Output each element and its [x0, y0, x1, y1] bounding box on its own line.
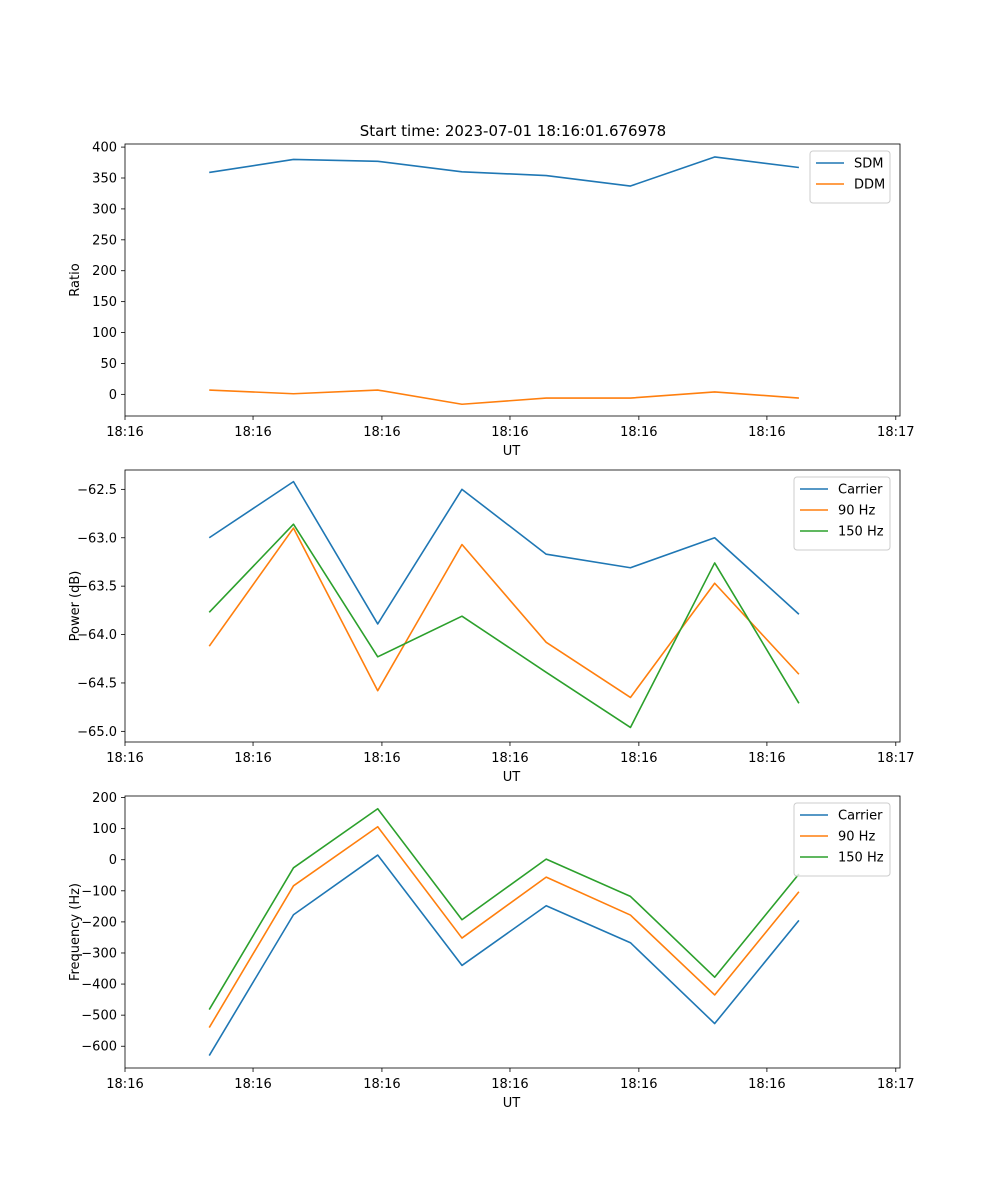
y-tick-label: −63.5 — [77, 580, 117, 595]
x-axis-label: UT — [503, 444, 521, 459]
x-tick-label: 18:16 — [363, 425, 400, 440]
x-tick-label: 18:16 — [748, 425, 785, 440]
series-line-150-hz — [208, 523, 800, 729]
y-tick-label: 200 — [92, 264, 117, 279]
x-tick-label: 18:16 — [748, 1077, 785, 1092]
y-axis-label: Power (dB) — [68, 571, 83, 642]
y-tick-label: 100 — [92, 326, 117, 341]
figure-title: Start time: 2023-07-01 18:16:01.676978 — [360, 122, 666, 140]
x-tick-label: 18:16 — [106, 751, 143, 766]
y-tick-label: −65.0 — [77, 725, 117, 740]
y-tick-label: 0 — [109, 388, 117, 403]
panels: 0 50 100 150 200 250 300 350 400 18:16 18:16 18:16 1… — [68, 141, 915, 1111]
y-tick-label: −62.5 — [77, 483, 117, 498]
x-tick-label: 18:16 — [620, 751, 657, 766]
axes-frame — [124, 795, 901, 1069]
x-tick-label: 18:16 — [620, 425, 657, 440]
x-tick-label: 18:16 — [363, 1077, 400, 1092]
series-line-90-hz — [208, 527, 800, 699]
x-tick-label: 18:16 — [234, 751, 271, 766]
x-tick-label: 18:16 — [491, 1077, 528, 1092]
y-tick-label: 50 — [100, 357, 117, 372]
y-tick-label: −64.0 — [77, 628, 117, 643]
y-tick-label: 250 — [92, 233, 117, 248]
legend-label: 150 Hz — [838, 851, 884, 866]
x-tick-label: 18:17 — [877, 425, 914, 440]
y-tick-label: 350 — [92, 172, 117, 187]
legend-label: SDM — [854, 157, 883, 172]
x-tick-label: 18:17 — [877, 1077, 914, 1092]
x-tick-label: 18:16 — [620, 1077, 657, 1092]
y-tick-label: −500 — [81, 1009, 117, 1024]
x-tick-label: 18:16 — [748, 751, 785, 766]
y-tick-label: −400 — [81, 978, 117, 993]
series-line-carrier — [208, 480, 800, 625]
x-tick-label: 18:16 — [106, 425, 143, 440]
y-axis-label: Ratio — [68, 263, 83, 296]
series-line-carrier — [208, 854, 800, 1056]
y-tick-label: −600 — [81, 1040, 117, 1055]
panel-1: 0 50 100 150 200 250 300 350 400 18:16 18:16 18:16 1… — [68, 141, 915, 459]
x-axis-label: UT — [503, 1096, 521, 1111]
x-tick-label: 18:16 — [106, 1077, 143, 1092]
x-tick-label: 18:16 — [491, 751, 528, 766]
y-tick-label: 200 — [92, 791, 117, 806]
panel-3: −600 −500 −400 −300 −200 −100 0 100 200 18:16 18:1… — [68, 791, 915, 1111]
series-line-150-hz — [208, 807, 800, 1010]
y-tick-label: 400 — [92, 141, 117, 156]
legend-label: DDM — [854, 178, 885, 193]
axes-frame — [124, 143, 901, 417]
legend: Carrier 90 Hz 150 Hz — [793, 802, 891, 877]
x-tick-label: 18:16 — [234, 1077, 271, 1092]
y-tick-label: −63.0 — [77, 531, 117, 546]
series-line-sdm — [209, 156, 800, 187]
series-line-ddm — [209, 389, 799, 406]
x-tick-label: 18:16 — [363, 751, 400, 766]
legend-label: Carrier — [838, 809, 883, 824]
y-axis-label: Frequency (Hz) — [68, 883, 83, 981]
y-tick-label: −200 — [81, 915, 117, 930]
y-tick-label: 150 — [92, 295, 117, 310]
series-line-90-hz — [208, 825, 800, 1028]
y-tick-label: −300 — [81, 946, 117, 961]
legend-label: Carrier — [838, 483, 883, 498]
legend-label: 150 Hz — [838, 525, 884, 540]
legend: Carrier 90 Hz 150 Hz — [793, 476, 891, 551]
x-tick-label: 18:17 — [877, 751, 914, 766]
y-tick-label: 0 — [109, 853, 117, 868]
legend: SDM DDM — [809, 150, 891, 204]
y-tick-label: 300 — [92, 202, 117, 217]
legend-label: 90 Hz — [838, 830, 875, 845]
x-tick-label: 18:16 — [234, 425, 271, 440]
y-tick-label: −64.5 — [77, 676, 117, 691]
axes-frame — [124, 469, 901, 743]
y-tick-label: −100 — [81, 884, 117, 899]
legend-label: 90 Hz — [838, 504, 875, 519]
x-axis-label: UT — [503, 770, 521, 785]
y-tick-label: 100 — [92, 822, 117, 837]
panel-2: −65.0 −64.5 −64.0 −63.5 −63.0 −62.5 18:16 18:16… — [68, 469, 915, 785]
legend-frame — [809, 150, 891, 204]
x-tick-label: 18:16 — [491, 425, 528, 440]
